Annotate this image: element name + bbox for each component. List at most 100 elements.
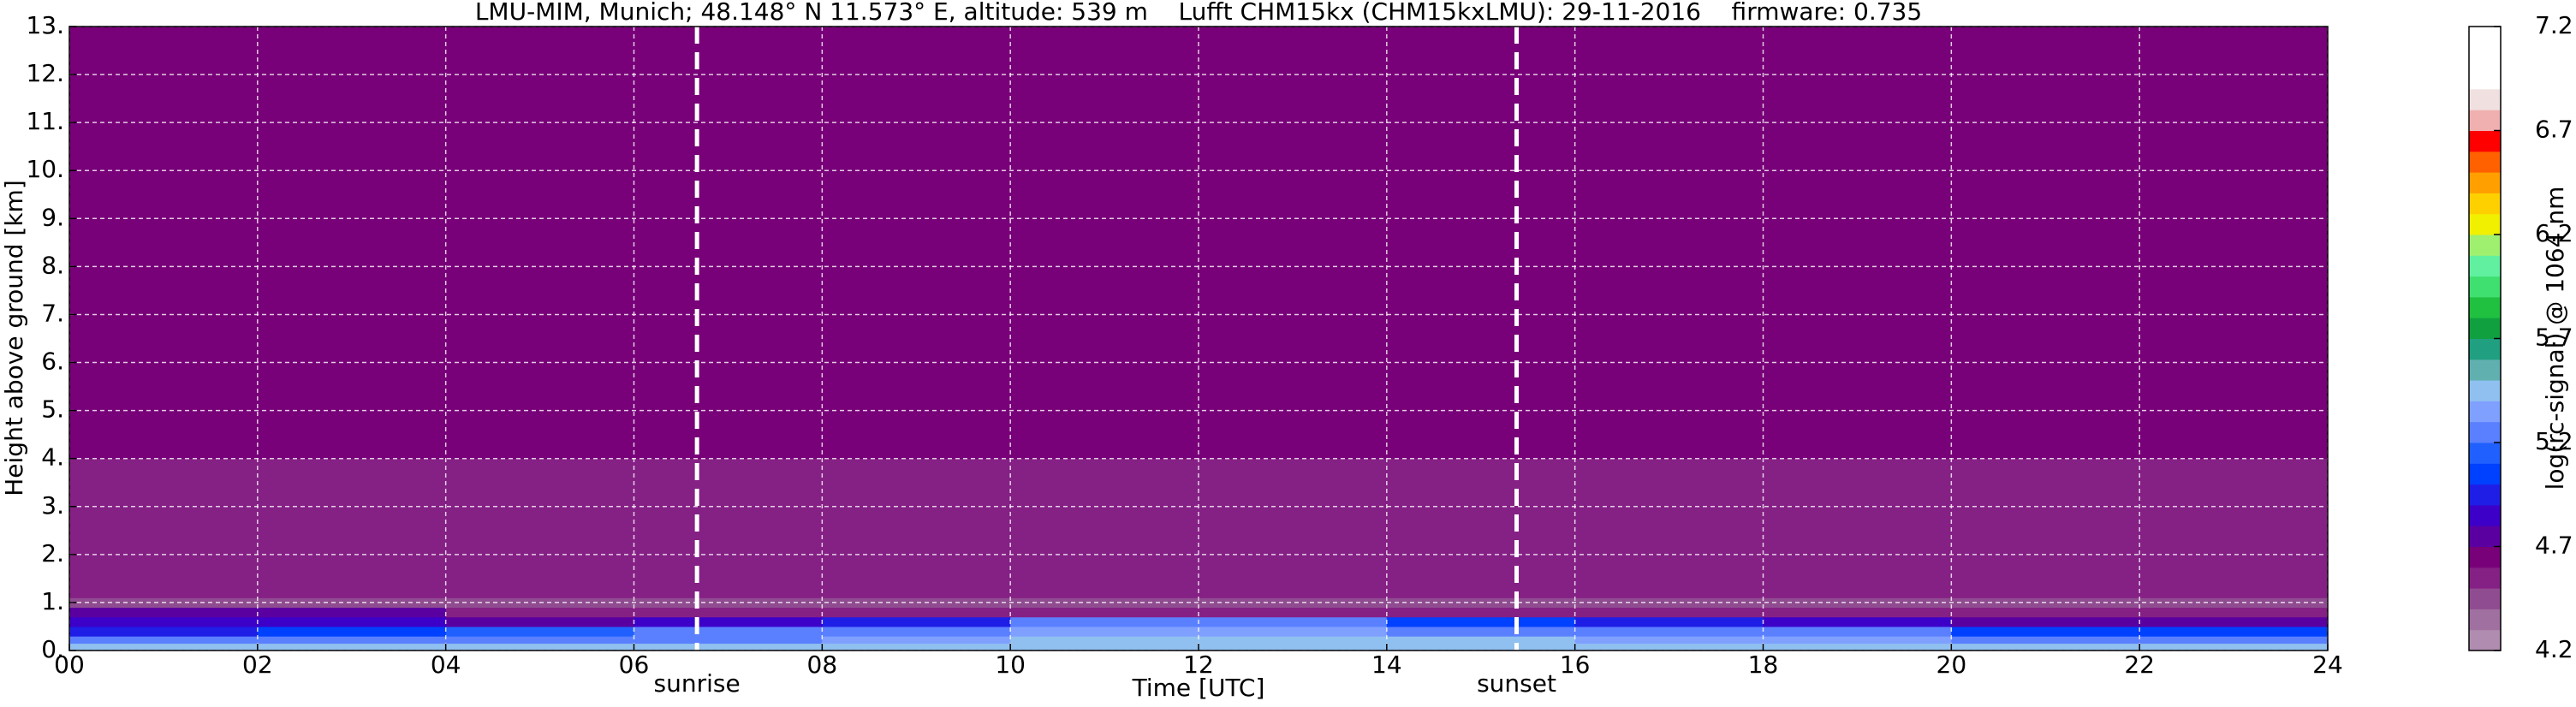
heatmap-cell — [634, 607, 823, 618]
heatmap-cell — [1574, 636, 1764, 645]
x-tick-label: 00 — [54, 651, 85, 679]
plot-frame — [68, 26, 2329, 651]
colorbar-band — [2469, 255, 2501, 277]
x-tick-label: 04 — [431, 651, 461, 679]
colorbar-tick-label: 5.7 — [2535, 324, 2573, 352]
colorbar-band — [2469, 401, 2501, 423]
x-tick-label: 06 — [619, 651, 650, 679]
heatmap-cell — [1199, 27, 1388, 460]
heatmap-cell — [1951, 554, 2140, 598]
y-tick-label: 10. — [26, 155, 64, 183]
y-tick-label: 9. — [41, 203, 64, 231]
x-tick-label: 02 — [242, 651, 273, 679]
heatmap-cell — [1763, 616, 1952, 627]
heatmap-cell — [1386, 554, 1576, 598]
heatmap-cell — [1199, 554, 1388, 598]
heatmap-cell — [1199, 626, 1388, 637]
heatmap-cell — [1763, 626, 1952, 637]
heatmap-cell — [257, 643, 447, 651]
heatmap-cell — [1386, 616, 1576, 627]
colorbar-band — [2469, 504, 2501, 526]
colorbar-band — [2469, 484, 2501, 506]
heatmap-cell — [1763, 607, 1952, 618]
heatmap-cell — [1763, 643, 1952, 651]
colorbar-band — [2469, 463, 2501, 485]
colorbar-band — [2469, 359, 2501, 381]
colorbar-band — [2469, 276, 2501, 298]
heatmap-cell — [822, 626, 1011, 637]
heatmap-cell — [1763, 27, 1952, 460]
annotation-label: sunset — [1477, 669, 1556, 698]
heatmap-cell — [445, 643, 634, 651]
heatmap-cell — [69, 607, 259, 618]
colorbar-band — [2469, 235, 2501, 256]
heatmap-cell — [1199, 643, 1388, 651]
heatmap-cell — [1574, 626, 1764, 637]
x-tick-label: 12 — [1183, 651, 1214, 679]
heatmap-cell — [1010, 643, 1199, 651]
heatmap-cell — [445, 626, 634, 637]
heatmap-cell — [445, 636, 634, 645]
heatmap-cell — [2139, 616, 2329, 627]
x-tick-label: 22 — [2124, 651, 2155, 679]
heatmap-cell — [257, 554, 447, 598]
heatmap-cell — [634, 636, 823, 645]
heatmap-cell — [634, 27, 823, 460]
y-tick-label: 8. — [41, 251, 64, 279]
heatmap-cell — [69, 636, 259, 645]
heatmap-cell — [2139, 626, 2329, 637]
heatmap-cell — [1010, 27, 1199, 460]
heatmap-cell — [1951, 607, 2140, 618]
heatmap-cell — [1386, 607, 1576, 618]
colorbar-band — [2469, 172, 2501, 193]
heatmap-cell — [822, 607, 1011, 618]
y-axis-label: Height above ground [km] — [0, 180, 28, 496]
heatmap-cell — [1010, 607, 1199, 618]
colorbar-band — [2469, 609, 2501, 631]
heatmap-cell — [2139, 607, 2329, 618]
heatmap-cell — [822, 554, 1011, 598]
heatmap-cell — [1763, 554, 1952, 598]
colorbar-label: log(rc-signal) @ 1064 nm — [2541, 187, 2569, 490]
heatmap-cell — [1010, 554, 1199, 598]
y-tick-label: 5. — [41, 395, 64, 424]
heatmap-cell — [1199, 458, 1388, 556]
heatmap-cell — [257, 597, 447, 609]
x-tick-label: 14 — [1371, 651, 1402, 679]
heatmap-cell — [69, 626, 259, 637]
heatmap-cell — [1010, 616, 1199, 627]
heatmap-cell — [1951, 636, 2140, 645]
heatmap-cell — [1951, 27, 2140, 460]
colorbar-tick-label: 4.2 — [2535, 635, 2573, 663]
heatmap-cell — [69, 643, 259, 651]
heatmap-cell — [822, 616, 1011, 627]
heatmap-cell — [1574, 607, 1764, 618]
heatmap-cell — [1574, 597, 1764, 609]
heatmap-cell — [1199, 636, 1388, 645]
colorbar-band — [2469, 546, 2501, 568]
colorbar-band — [2469, 47, 2501, 69]
heatmap-cell — [445, 27, 634, 460]
heatmap-cell — [1951, 616, 2140, 627]
x-tick-label: 16 — [1560, 651, 1591, 679]
heatmap-cell — [2139, 643, 2329, 651]
colorbar-tick-label: 4.7 — [2535, 532, 2573, 560]
y-tick-label: 3. — [41, 491, 64, 520]
heatmap-cell — [1574, 616, 1764, 627]
heatmap-cell — [1010, 636, 1199, 645]
colorbar-band — [2469, 27, 2501, 48]
heatmap-cell — [1199, 607, 1388, 618]
colorbar-band — [2469, 380, 2501, 401]
heatmap-cell — [822, 643, 1011, 651]
heatmap-cell — [634, 643, 823, 651]
heatmap-cell — [634, 616, 823, 627]
colorbar-band — [2469, 588, 2501, 609]
colorbar-band — [2469, 526, 2501, 547]
annotation-label: sunrise — [654, 669, 741, 698]
heatmap-cell — [822, 597, 1011, 609]
heatmap-cell — [445, 616, 634, 627]
heatmap-cell — [257, 607, 447, 618]
x-tick-label: 08 — [807, 651, 838, 679]
colorbar-band — [2469, 193, 2501, 215]
colorbar-tick-label: 6.2 — [2535, 219, 2573, 247]
